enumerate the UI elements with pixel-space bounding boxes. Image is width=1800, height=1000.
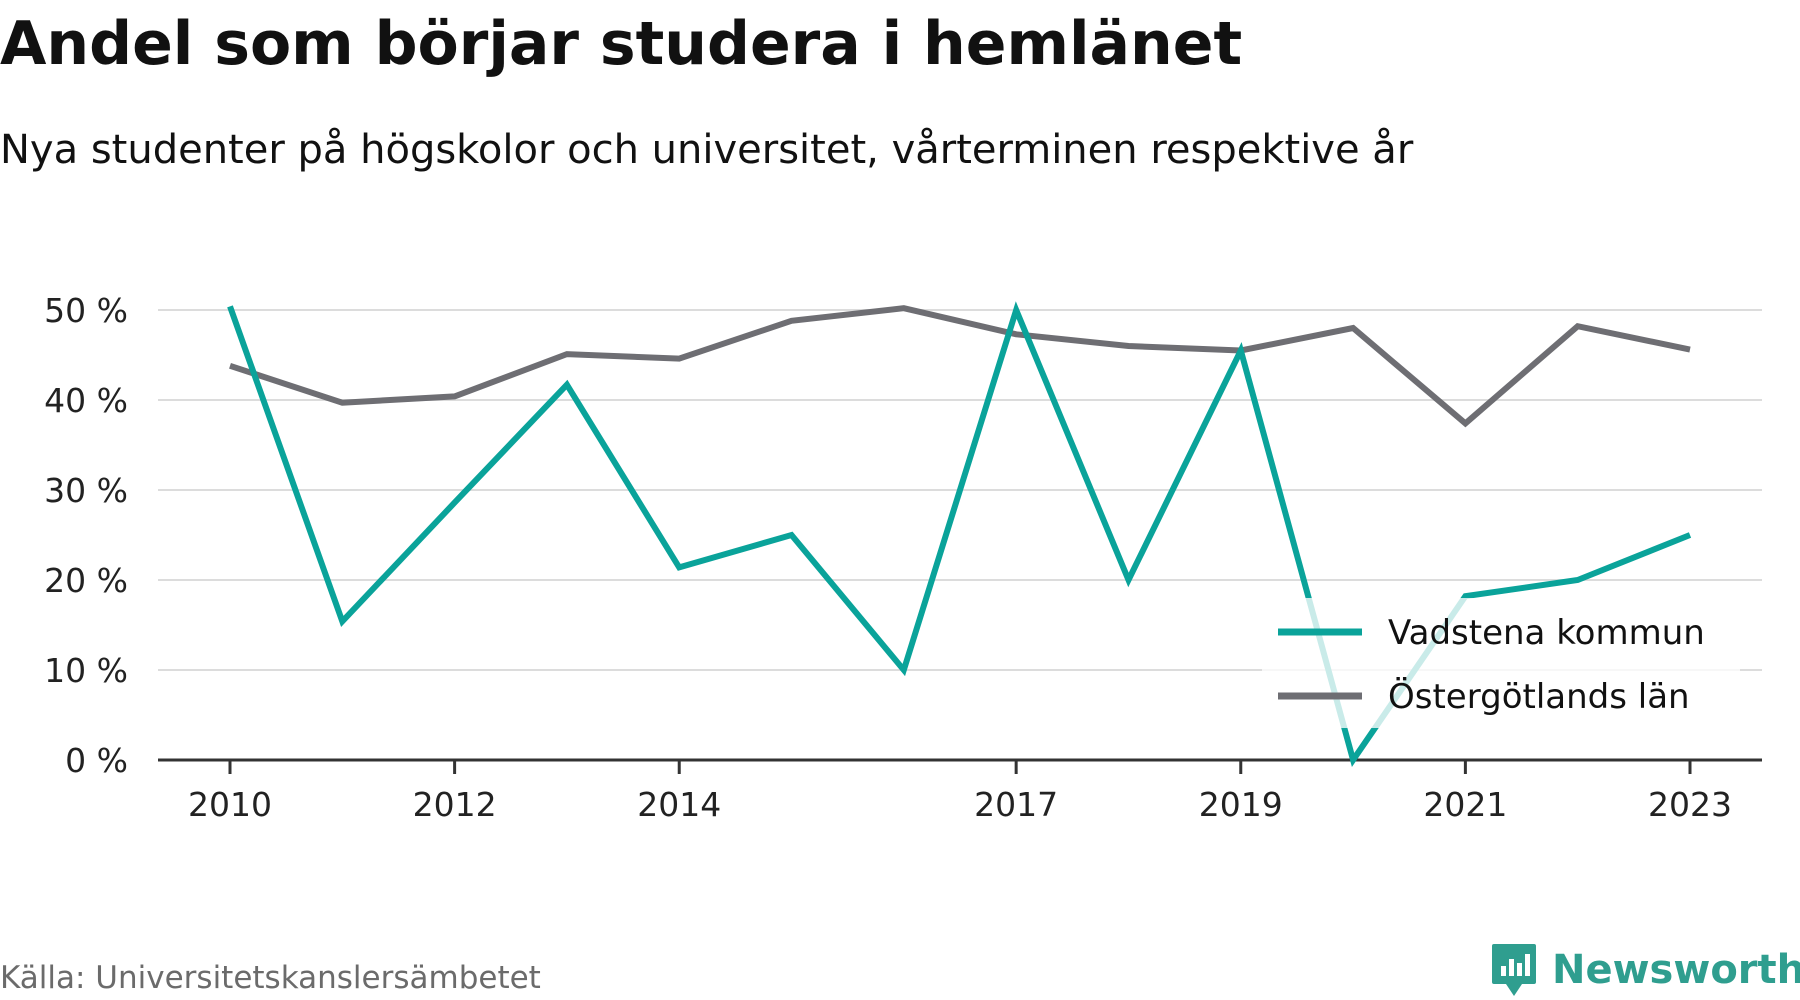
source-note: Källa: Universitetskanslersämbetet: [0, 960, 541, 996]
legend-background: [1262, 598, 1740, 728]
x-tick-label: 2023: [1648, 785, 1732, 824]
chart-title: Andel som börjar studera i hemlänet: [0, 9, 1243, 79]
y-tick-label: 30 %: [44, 471, 128, 510]
series-line-ostergotlands-lan: [229, 305, 1691, 428]
brand-name: Newsworthy: [1552, 947, 1800, 993]
x-tick-label: 2010: [188, 785, 272, 824]
y-tick-label: 20 %: [44, 561, 128, 600]
x-axis-ticks: 2010 2012 2014 2017 2019 2021 2023: [188, 760, 1732, 824]
y-tick-label: 0 %: [65, 741, 128, 780]
x-tick-label: 2014: [637, 785, 721, 824]
x-tick-label: 2012: [413, 785, 497, 824]
legend-label: Vadstena kommun: [1388, 613, 1705, 653]
y-tick-label: 40 %: [44, 381, 128, 420]
newsworthy-logo-icon: [1492, 944, 1536, 996]
legend-label: Östergötlands län: [1388, 676, 1690, 717]
x-tick-label: 2017: [974, 785, 1058, 824]
x-tick-label: 2021: [1423, 785, 1507, 824]
y-axis-tick-labels: 0 % 10 % 20 % 30 % 40 % 50 %: [44, 291, 128, 780]
x-tick-label: 2019: [1199, 785, 1283, 824]
y-tick-label: 10 %: [44, 651, 128, 690]
y-tick-label: 50 %: [44, 291, 128, 330]
legend: Vadstena kommun Östergötlands län: [1262, 598, 1740, 728]
chart-subtitle: Nya studenter på högskolor och universit…: [0, 127, 1414, 173]
brand-logo: Newsworthy: [1490, 940, 1800, 1000]
